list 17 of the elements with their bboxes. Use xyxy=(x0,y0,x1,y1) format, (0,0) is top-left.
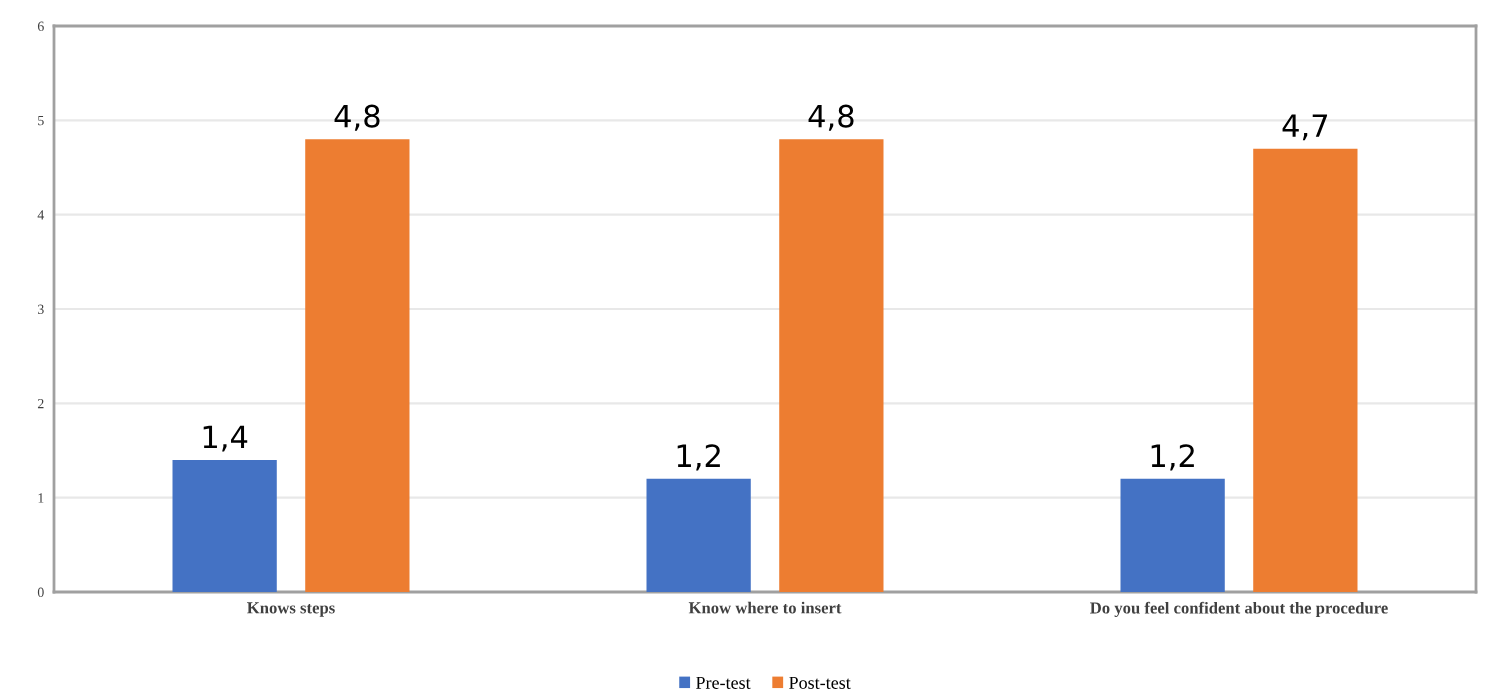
x-tick-label: Know where to insert xyxy=(688,601,842,614)
bar xyxy=(1120,478,1225,592)
bar xyxy=(779,139,884,592)
x-tick-label: Knows steps xyxy=(247,602,335,617)
legend-label: Pre-test xyxy=(696,676,751,689)
bar xyxy=(646,478,751,592)
data-label: 4,8 xyxy=(334,104,380,131)
x-tick-label: Do you feel confident about the procedure xyxy=(1090,601,1388,618)
bar xyxy=(172,459,277,592)
data-label: 4,7 xyxy=(1282,114,1328,141)
data-label: 1,2 xyxy=(1151,444,1194,471)
data-label: 1,4 xyxy=(203,425,248,452)
legend-label: Post-test xyxy=(789,676,851,689)
data-label: 4,8 xyxy=(808,104,854,131)
data-label: 1,2 xyxy=(677,444,720,471)
bar xyxy=(305,139,410,592)
bar xyxy=(1253,148,1358,592)
